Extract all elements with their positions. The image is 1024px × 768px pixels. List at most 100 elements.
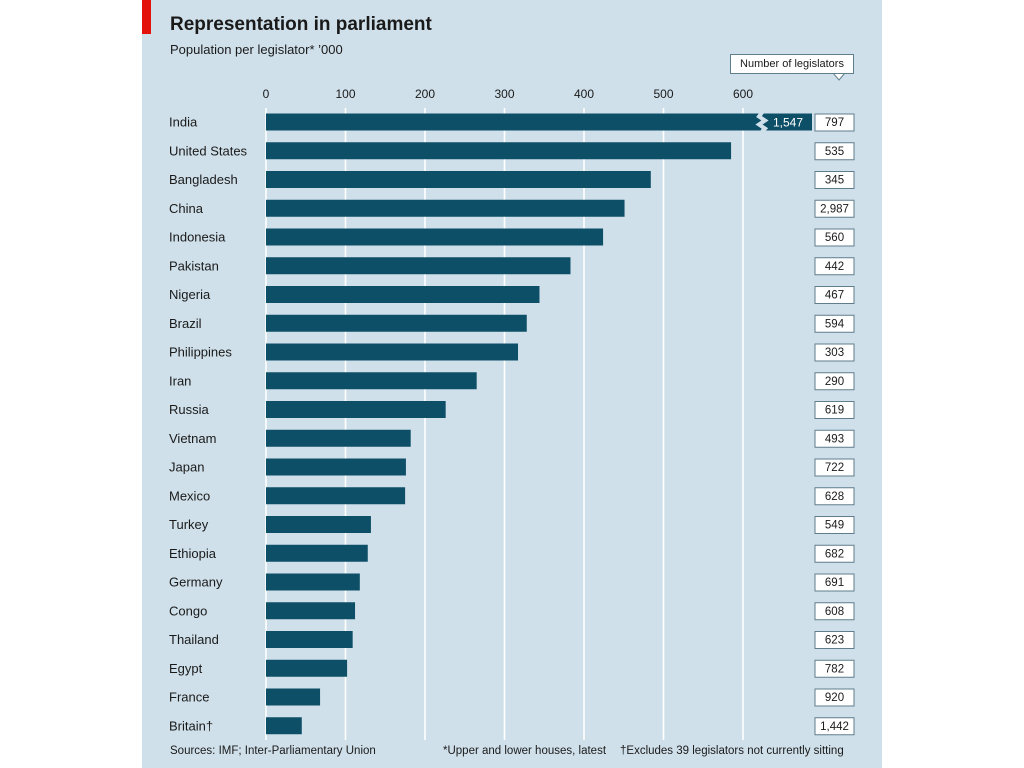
source-note: Sources: IMF; Inter-Parliamentary Union xyxy=(170,745,376,757)
bar xyxy=(266,429,411,447)
legislator-count-box xyxy=(814,228,855,247)
category-label: Turkey xyxy=(169,517,209,532)
legislator-count-box xyxy=(814,286,855,304)
bar xyxy=(266,257,571,275)
legislator-count-box xyxy=(814,372,855,391)
legislator-count: 623 xyxy=(825,635,844,647)
bars: 1,547 xyxy=(266,111,812,735)
legislator-count-box xyxy=(814,314,855,333)
legislator-count: 442 xyxy=(825,261,844,273)
x-tick-label: 200 xyxy=(415,87,435,101)
bar xyxy=(266,487,406,505)
legislator-count: 345 xyxy=(825,175,844,187)
legislator-count-box xyxy=(814,429,855,448)
bar xyxy=(266,372,477,390)
category-label: Congo xyxy=(169,603,207,618)
category-label: Egypt xyxy=(169,661,203,676)
legislator-count: 594 xyxy=(825,318,845,330)
chart-title: Representation in parliament xyxy=(170,14,432,35)
category-label: Nigeria xyxy=(169,287,211,302)
footnote-excludes: †Excludes 39 legislators not currently s… xyxy=(620,745,844,757)
brand-tag xyxy=(142,0,151,34)
legislator-count: 290 xyxy=(825,376,844,388)
bar xyxy=(266,343,519,361)
category-label: Bangladesh xyxy=(169,172,238,187)
category-label: Ethiopia xyxy=(169,546,217,561)
bar xyxy=(266,458,406,476)
category-label: Philippines xyxy=(169,345,232,360)
legislator-count: 682 xyxy=(825,548,844,560)
category-label: Indonesia xyxy=(169,230,226,245)
axis-break-mark xyxy=(755,111,769,133)
category-label: Japan xyxy=(169,460,204,475)
legislator-count: 560 xyxy=(825,232,844,244)
legislator-count-box xyxy=(814,171,855,189)
x-tick-label: 500 xyxy=(653,87,673,101)
x-tick-label: 300 xyxy=(494,87,514,101)
bar xyxy=(266,142,732,160)
category-label: Thailand xyxy=(169,632,219,647)
category-label: Pakistan xyxy=(169,258,219,273)
legislator-count-box xyxy=(814,602,855,621)
bar xyxy=(266,228,604,246)
x-tick-label: 0 xyxy=(263,87,270,101)
legislator-count: 691 xyxy=(825,577,844,589)
legislator-count-box xyxy=(814,631,855,649)
bar xyxy=(266,544,368,562)
legislator-boxes: 797 535 345 2,987 560 442 467 594 303 290 619 493 72… xyxy=(814,113,855,736)
category-label: Mexico xyxy=(169,488,210,503)
legislator-count-box xyxy=(814,113,855,132)
x-tick-labels: 0 100 200 300 400 500 600 xyxy=(263,87,754,101)
category-labels: India United States Bangladesh China Indones… xyxy=(169,115,248,734)
bar xyxy=(266,199,625,217)
legislator-count: 549 xyxy=(825,520,844,532)
category-label: Russia xyxy=(169,402,210,417)
x-tick-label: 100 xyxy=(335,87,355,101)
bar xyxy=(266,659,348,677)
legislators-legend: Number of legislators xyxy=(730,54,854,74)
legislator-count: 535 xyxy=(825,146,844,158)
bar xyxy=(266,602,356,620)
bar-value-label: 1,547 xyxy=(773,116,803,130)
legislator-count-box xyxy=(814,199,855,218)
legislator-count: 467 xyxy=(825,290,844,302)
category-label: Germany xyxy=(169,575,223,590)
legislator-count-box xyxy=(814,544,855,563)
legislator-count: 619 xyxy=(825,405,844,417)
legislator-count-box xyxy=(814,516,855,534)
legislator-count: 782 xyxy=(825,663,844,675)
footnote-upper-lower: *Upper and lower houses, latest xyxy=(443,745,607,757)
x-tick-label: 600 xyxy=(733,87,753,101)
x-tick-label: 400 xyxy=(574,87,594,101)
bar xyxy=(266,113,812,131)
category-label: Vietnam xyxy=(169,431,216,446)
category-label: China xyxy=(169,201,204,216)
bar xyxy=(266,171,651,188)
category-label: Iran xyxy=(169,373,191,388)
legislator-count-box xyxy=(814,717,855,736)
category-label: Brazil xyxy=(169,316,202,331)
bar xyxy=(266,573,360,591)
legislator-count: 2,987 xyxy=(820,203,849,215)
legislator-count-box xyxy=(814,487,855,506)
bar xyxy=(266,631,353,648)
legislator-count: 493 xyxy=(825,433,844,445)
bar xyxy=(266,717,302,735)
bar xyxy=(266,688,321,706)
bar xyxy=(266,401,446,418)
legislator-count-box xyxy=(814,659,855,678)
legislator-count-box xyxy=(814,142,855,161)
legislator-count-box xyxy=(814,343,855,362)
category-label: France xyxy=(169,690,209,705)
category-label: United States xyxy=(169,143,248,158)
legislator-count: 920 xyxy=(825,692,844,704)
legislator-count-box xyxy=(814,688,855,707)
legislator-count: 303 xyxy=(825,347,844,359)
category-label: Britain† xyxy=(169,718,213,733)
legislator-count-box xyxy=(814,458,855,477)
legislator-count: 628 xyxy=(825,491,844,503)
legislator-count: 608 xyxy=(825,606,844,618)
legislator-count: 1,442 xyxy=(820,721,849,733)
legislator-count: 722 xyxy=(825,462,844,474)
